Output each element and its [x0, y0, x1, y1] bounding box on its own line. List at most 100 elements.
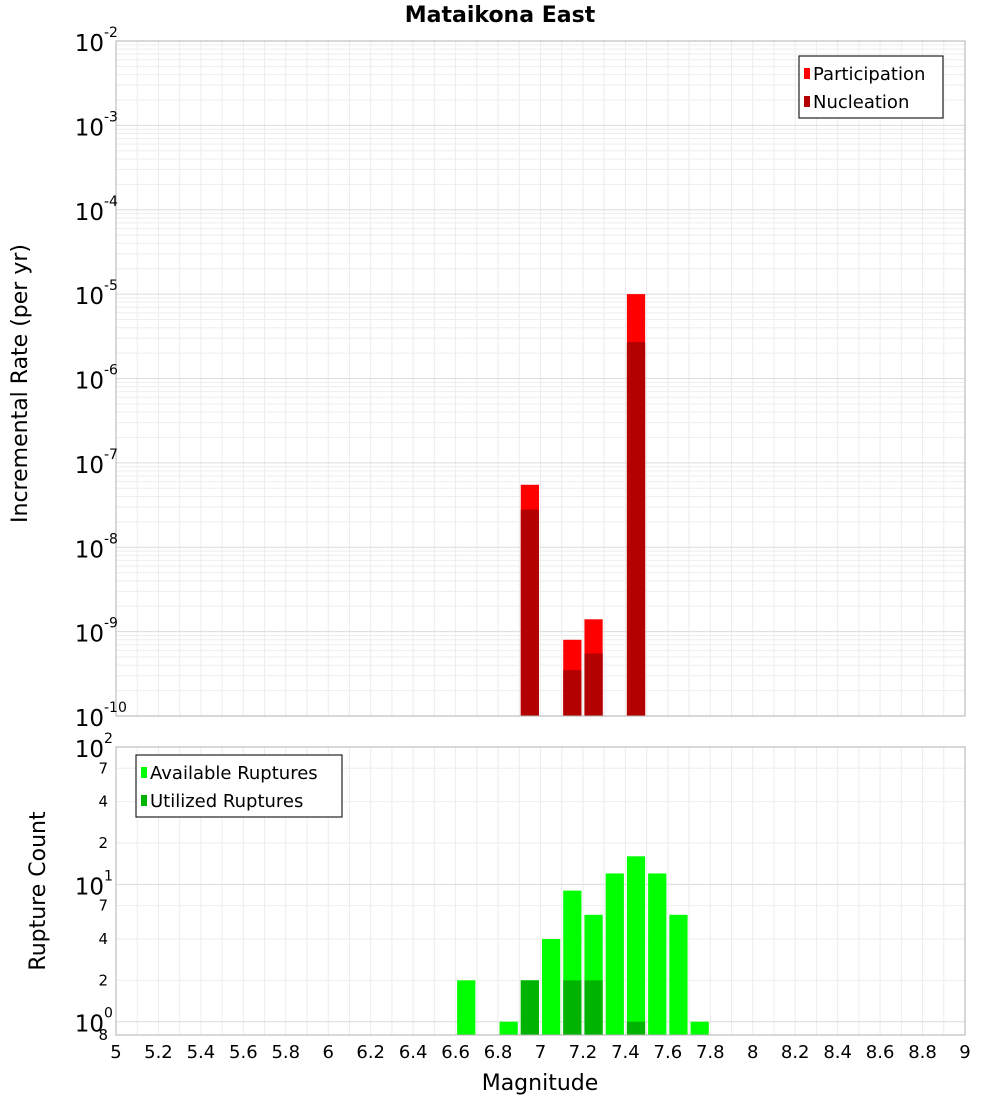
tick-base: 10 — [75, 115, 104, 141]
x-tick-label: 9 — [959, 1042, 970, 1063]
count-legend: Available Ruptures Utilized Ruptures — [135, 754, 343, 818]
rate-plot-frame — [115, 40, 966, 717]
legend-box — [135, 754, 343, 818]
x-tick-label: 5.8 — [271, 1042, 300, 1063]
legend-swatch — [804, 68, 810, 79]
x-tick-label: 7.8 — [696, 1042, 725, 1063]
count-y-tick-label: 7 — [98, 897, 108, 915]
rate-y-tick-label: 10 -8 — [75, 531, 118, 563]
count-y-tick-label: 4 — [98, 793, 108, 811]
legend-box — [798, 55, 944, 119]
tick-base: 10 — [75, 1012, 104, 1038]
count-utilized-ruptures-bar — [626, 1021, 646, 1035]
tick-base: 10 — [75, 622, 104, 648]
x-tick-label: 7.6 — [654, 1042, 683, 1063]
count-y-axis-label: Rupture Count — [26, 811, 51, 971]
x-axis-label: Magnitude — [482, 1071, 599, 1096]
x-tick-label: 5 — [110, 1042, 121, 1063]
rate-y-tick-label: 10 -10 — [75, 700, 127, 732]
x-tick-label: 6.8 — [484, 1042, 513, 1063]
count-plot-frame — [115, 746, 966, 1036]
rate-y-axis-label: Incremental Rate (per yr) — [8, 244, 33, 523]
x-tick-label: 8.6 — [866, 1042, 895, 1063]
x-tick-label: 8 — [747, 1042, 758, 1063]
x-tick-label: 6.2 — [356, 1042, 385, 1063]
chart-title: Mataikona East — [405, 3, 596, 28]
count-available-ruptures-bar — [669, 914, 688, 1035]
x-tick-label: 8.2 — [781, 1042, 810, 1063]
x-tick-label: 7.2 — [569, 1042, 598, 1063]
count-y-tick-label: 2 — [98, 834, 108, 852]
x-tick-label: 7.4 — [611, 1042, 640, 1063]
x-tick-label: 5.4 — [187, 1042, 216, 1063]
rate-y-tick-label: 10 -3 — [75, 109, 118, 141]
count-y-tick-label: 8 — [98, 1026, 108, 1044]
count-utilized-ruptures-bar — [584, 980, 603, 1035]
count-available-ruptures-bar — [542, 939, 561, 1035]
count-y-tick-label: 2 — [98, 971, 108, 989]
count-y-tick-label: 7 — [98, 759, 108, 777]
legend-swatch — [804, 96, 810, 107]
tick-exponent: -8 — [104, 531, 118, 547]
count-y-tick-label: 10 1 — [75, 868, 113, 900]
rate-y-tick-label: 10 -4 — [75, 194, 118, 226]
tick-exponent: -6 — [104, 363, 118, 379]
x-tick-label: 6.4 — [399, 1042, 428, 1063]
count-available-ruptures-bar — [648, 873, 667, 1035]
rate-nucleation-bar — [584, 653, 603, 716]
tick-exponent: -9 — [104, 616, 118, 632]
tick-base: 10 — [75, 369, 104, 395]
rate-y-tick-label: 10 -5 — [75, 278, 118, 310]
count-y-tick-label: 10 0 — [75, 1006, 113, 1038]
count-utilized-ruptures-bar — [520, 980, 539, 1035]
x-tick-label: 7 — [535, 1042, 546, 1063]
tick-exponent: -10 — [104, 700, 127, 716]
x-tick-label: 5.2 — [144, 1042, 173, 1063]
tick-exponent: -7 — [104, 447, 118, 463]
count-available-ruptures-bar — [690, 1021, 709, 1035]
x-tick-label: 5.6 — [229, 1042, 258, 1063]
legend-label: Available Ruptures — [150, 763, 318, 784]
count-available-ruptures-bar — [605, 873, 624, 1035]
tick-exponent: 2 — [104, 731, 113, 747]
tick-base: 10 — [75, 537, 104, 563]
rate-nucleation-bar — [563, 670, 582, 716]
tick-exponent: -5 — [104, 278, 118, 294]
rate-nucleation-bar — [626, 342, 646, 716]
x-tick-label: 6.6 — [441, 1042, 470, 1063]
legend-label: Participation — [813, 64, 925, 85]
tick-base: 10 — [75, 706, 104, 732]
count-available-ruptures-bar — [499, 1021, 518, 1035]
rate-y-tick-label: 10 -7 — [75, 447, 118, 479]
tick-base: 10 — [75, 31, 104, 57]
legend-label: Nucleation — [813, 92, 909, 113]
tick-exponent: 1 — [104, 868, 113, 884]
grid-rupture-count — [115, 746, 966, 1035]
tick-base: 10 — [75, 874, 104, 900]
tick-base: 10 — [75, 453, 104, 479]
legend-swatch — [141, 795, 147, 806]
tick-exponent: -3 — [104, 109, 118, 125]
rate-nucleation-bar — [520, 509, 539, 716]
tick-exponent: -2 — [104, 25, 118, 41]
legend-swatch — [141, 767, 147, 778]
x-tick-label: 6 — [323, 1042, 334, 1063]
rate-y-tick-label: 10 -9 — [75, 616, 118, 648]
tick-exponent: -4 — [104, 194, 118, 210]
count-y-tick-label: 10 2 — [75, 731, 113, 763]
count-available-ruptures-bar — [626, 856, 646, 1035]
x-tick-label: 8.4 — [823, 1042, 852, 1063]
legend-label: Utilized Ruptures — [150, 791, 303, 812]
rate-y-tick-label: 10 -2 — [75, 25, 118, 57]
count-utilized-ruptures-bar — [563, 980, 582, 1035]
rate-y-tick-label: 10 -6 — [75, 363, 118, 395]
tick-base: 10 — [75, 284, 104, 310]
tick-exponent: 0 — [104, 1006, 113, 1022]
tick-base: 10 — [75, 200, 104, 226]
count-available-ruptures-bar — [457, 980, 476, 1035]
x-tick-label: 8.8 — [908, 1042, 937, 1063]
grid-incremental-rate-per-yr- — [115, 40, 966, 717]
count-y-tick-label: 4 — [98, 930, 108, 948]
